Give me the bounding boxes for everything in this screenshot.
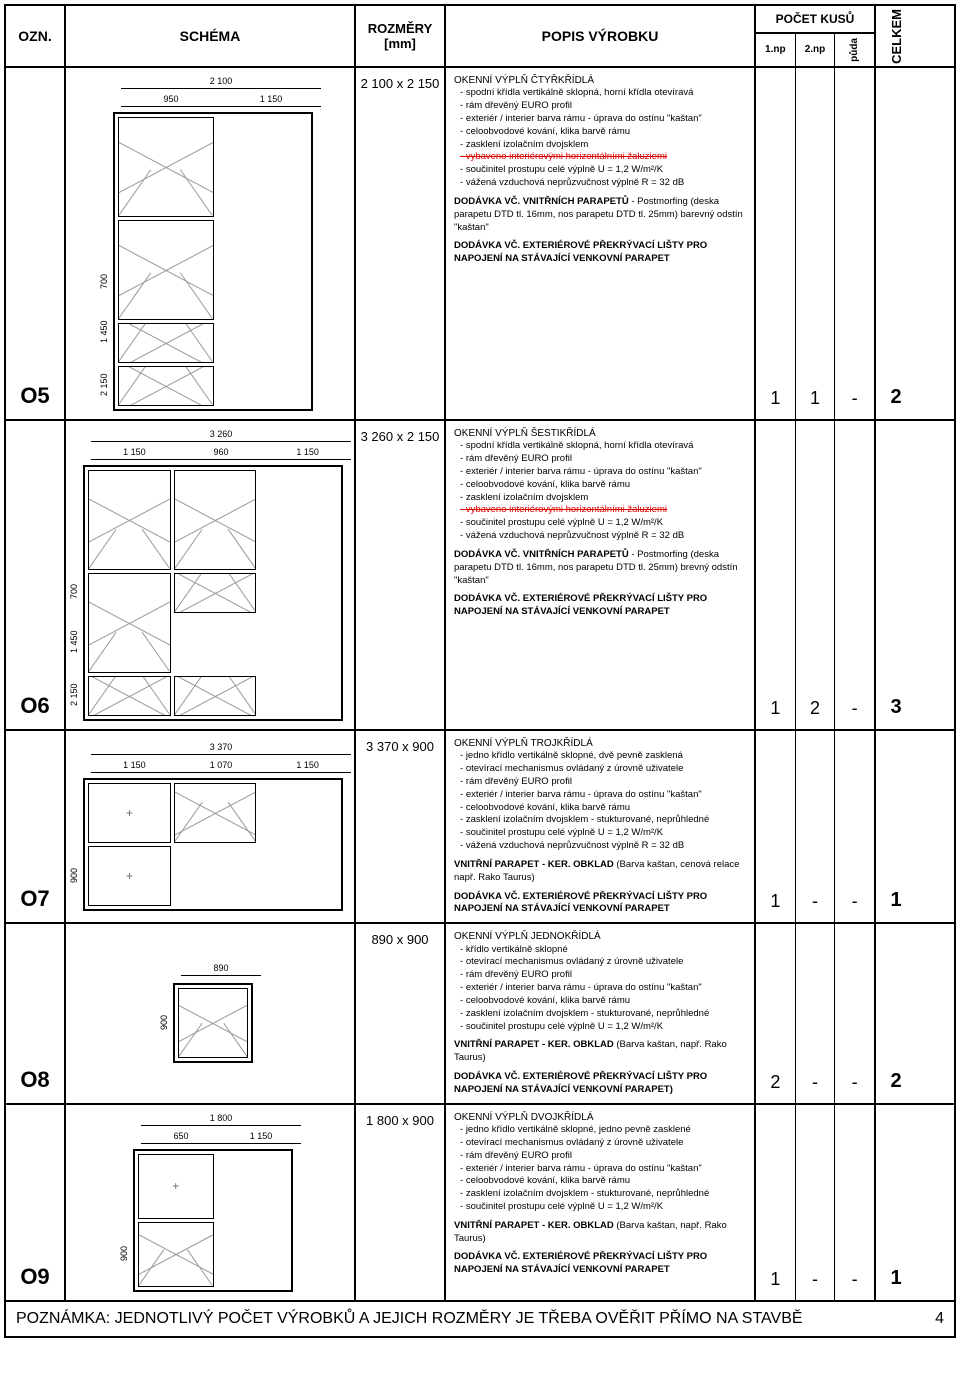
spec-sheet: OZN. SCHÉMA ROZMĚRY [mm] POPIS VÝROBKU P… (4, 4, 956, 1338)
cell-1np: 1 (756, 421, 796, 729)
hdr-popis: POPIS VÝROBKU (446, 6, 756, 66)
cell-puda: - (835, 1105, 874, 1300)
footer-note: POZNÁMKA: JEDNOTLIVÝ POČET VÝROBKŮ A JEJ… (6, 1300, 954, 1336)
cell-celkem: 1 (876, 731, 916, 922)
cell-celkem: 3 (876, 421, 916, 729)
cell-2np: 2 (796, 421, 836, 729)
table-row: O8 890 900 890 x 900 OKENNÍ VÝPLŇ JEDNOK… (6, 924, 954, 1104)
cell-popis: OKENNÍ VÝPLŇ TROJKŘÍDLÁjedno křídlo vert… (446, 731, 756, 922)
cell-celkem: 1 (876, 1105, 916, 1300)
cell-puda: - (835, 731, 874, 922)
cell-2np: - (796, 1105, 836, 1300)
hdr-celkem: CELKEM (876, 6, 916, 66)
hdr-rozmery: ROZMĚRY [mm] (356, 6, 446, 66)
cell-schema: 3 3701 1501 0701 150 900++ (66, 731, 356, 922)
cell-rozmery: 3 260 x 2 150 (356, 421, 446, 729)
page-number: 4 (935, 1310, 944, 1328)
cell-puda: - (835, 421, 874, 729)
cell-2np: - (796, 731, 836, 922)
cell-celkem: 2 (876, 68, 916, 419)
cell-popis: OKENNÍ VÝPLŇ JEDNOKŘÍDLÁkřídlo vertikáln… (446, 924, 756, 1102)
cell-rozmery: 2 100 x 2 150 (356, 68, 446, 419)
cell-1np: 2 (756, 924, 796, 1102)
hdr-rozmery-label: ROZMĚRY (368, 21, 433, 36)
hdr-1np: 1.np (756, 34, 796, 66)
cell-ozn: O8 (6, 924, 66, 1102)
cell-ozn: O7 (6, 731, 66, 922)
cell-schema: 3 2601 1509601 150 2 1501 450700 (66, 421, 356, 729)
cell-schema: 2 1009501 150 2 1501 450700 (66, 68, 356, 419)
cell-1np: 1 (756, 731, 796, 922)
table-header: OZN. SCHÉMA ROZMĚRY [mm] POPIS VÝROBKU P… (6, 6, 954, 68)
cell-pocet: 1 - - (756, 1105, 876, 1300)
cell-schema: 1 8006501 150 900+ (66, 1105, 356, 1300)
cell-popis: OKENNÍ VÝPLŇ DVOJKŘÍDLÁjedno křídlo vert… (446, 1105, 756, 1300)
table-row: O9 1 8006501 150 900+ 1 800 x 900 OKENNÍ… (6, 1105, 954, 1300)
table-row: O6 3 2601 1509601 150 2 1501 450700 3 26… (6, 421, 954, 731)
cell-1np: 1 (756, 1105, 796, 1300)
cell-ozn: O5 (6, 68, 66, 419)
cell-popis: OKENNÍ VÝPLŇ ŠESTIKŘÍDLÁspodní křídla ve… (446, 421, 756, 729)
note-text: POZNÁMKA: JEDNOTLIVÝ POČET VÝROBKŮ A JEJ… (16, 1310, 803, 1328)
cell-2np: 1 (796, 68, 836, 419)
hdr-schema: SCHÉMA (66, 6, 356, 66)
cell-schema: 890 900 (66, 924, 356, 1102)
cell-rozmery: 890 x 900 (356, 924, 446, 1102)
hdr-pocet-label: POČET KUSŮ (756, 6, 874, 34)
table-row: O5 2 1009501 150 2 1501 450700 2 100 x 2… (6, 68, 954, 421)
hdr-pocet: POČET KUSŮ 1.np 2.np půda (756, 6, 876, 66)
cell-ozn: O6 (6, 421, 66, 729)
cell-pocet: 1 1 - (756, 68, 876, 419)
cell-pocet: 1 2 - (756, 421, 876, 729)
cell-1np: 1 (756, 68, 796, 419)
hdr-puda: půda (835, 34, 874, 66)
cell-celkem: 2 (876, 924, 916, 1102)
cell-2np: - (796, 924, 836, 1102)
hdr-rozmery-unit: [mm] (384, 36, 416, 51)
hdr-2np: 2.np (796, 34, 836, 66)
hdr-ozn: OZN. (6, 6, 66, 66)
cell-pocet: 1 - - (756, 731, 876, 922)
table-row: O7 3 3701 1501 0701 150 900++ 3 370 x 90… (6, 731, 954, 924)
cell-popis: OKENNÍ VÝPLŇ ČTYŘKŘÍDLÁspodní křídla ver… (446, 68, 756, 419)
cell-rozmery: 1 800 x 900 (356, 1105, 446, 1300)
cell-puda: - (835, 68, 874, 419)
cell-ozn: O9 (6, 1105, 66, 1300)
cell-rozmery: 3 370 x 900 (356, 731, 446, 922)
cell-puda: - (835, 924, 874, 1102)
cell-pocet: 2 - - (756, 924, 876, 1102)
